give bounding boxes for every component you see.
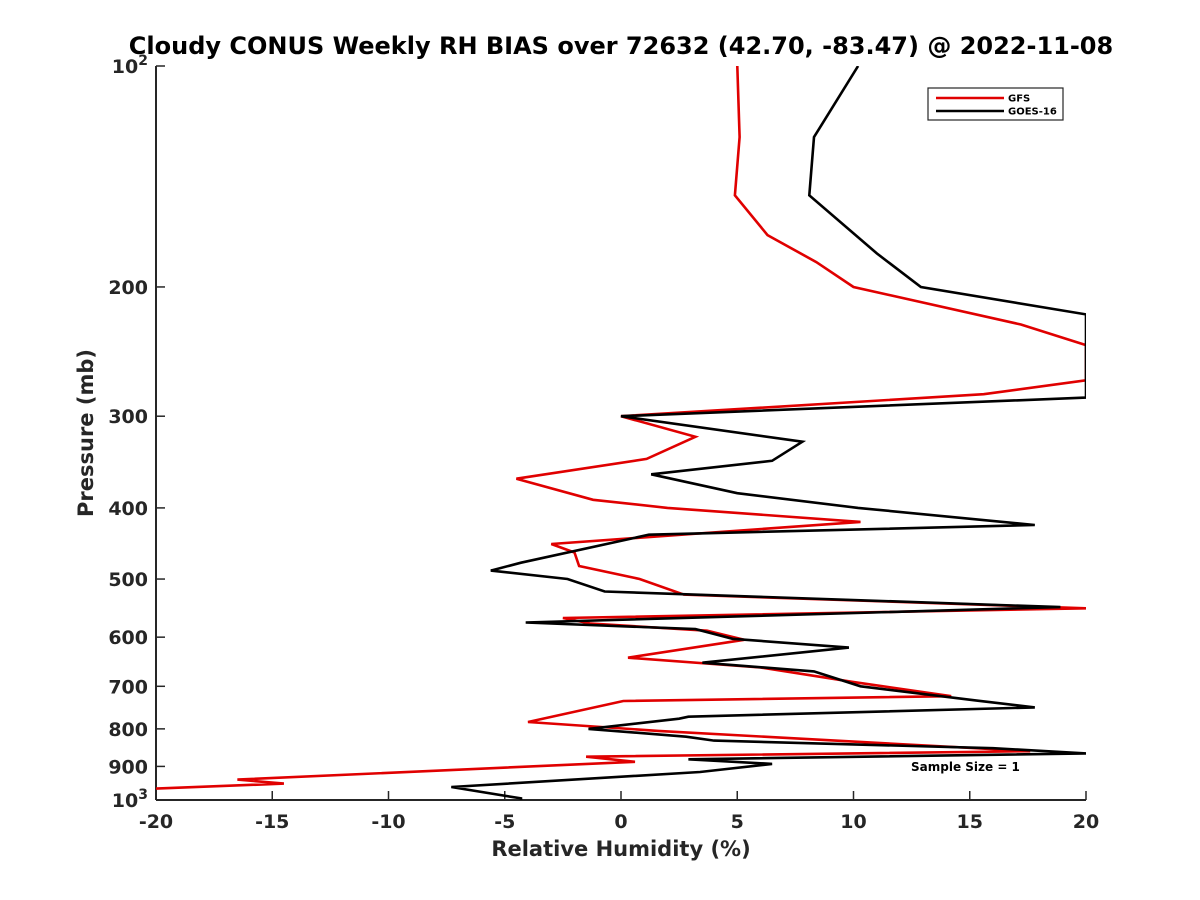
x-tick-label: 15 [957,811,983,833]
chart-title: Cloudy CONUS Weekly RH BIAS over 72632 (… [129,32,1113,60]
y-tick-label: 800 [108,719,148,741]
legend-label-gfs: GFS [1008,94,1030,105]
x-tick-label: 20 [1073,811,1099,833]
y-tick-label: 500 [108,569,148,591]
x-axis-label: Relative Humidity (%) [491,837,750,861]
x-tick-label: 10 [840,811,866,833]
legend-label-goes16: GOES-16 [1008,107,1057,118]
y-axis-ticks: 102 200 300 400 500 600 700 800 900 103 [108,53,165,812]
y-tick-label: 103 [112,787,148,812]
y-tick-label: 400 [108,498,148,520]
x-tick-label: -10 [371,811,405,833]
y-tick-label: 200 [108,277,148,299]
y-tick-label: 700 [108,676,148,698]
y-tick-label: 102 [112,53,148,78]
series-line-gfs [156,66,1086,790]
y-tick-label: 300 [108,406,148,428]
legend-box [927,87,1064,121]
y-axis-label: Pressure (mb) [74,349,98,517]
series-lines [156,66,1086,800]
y-tick-label: 600 [108,627,148,649]
x-tick-label: -5 [494,811,515,833]
x-tick-label: 0 [614,811,627,833]
x-tick-label: 5 [731,811,744,833]
x-tick-label: -20 [139,811,173,833]
y-tick-label: 900 [108,756,148,778]
series-line-goes16 [451,66,1086,800]
sample-size-annotation: Sample Size = 1 [911,760,1020,774]
x-axis-ticks: -20 -15 -10 -5 0 5 10 15 20 [139,791,1099,833]
legend: GFS GOES-16 [927,87,1064,121]
x-tick-label: -15 [255,811,289,833]
